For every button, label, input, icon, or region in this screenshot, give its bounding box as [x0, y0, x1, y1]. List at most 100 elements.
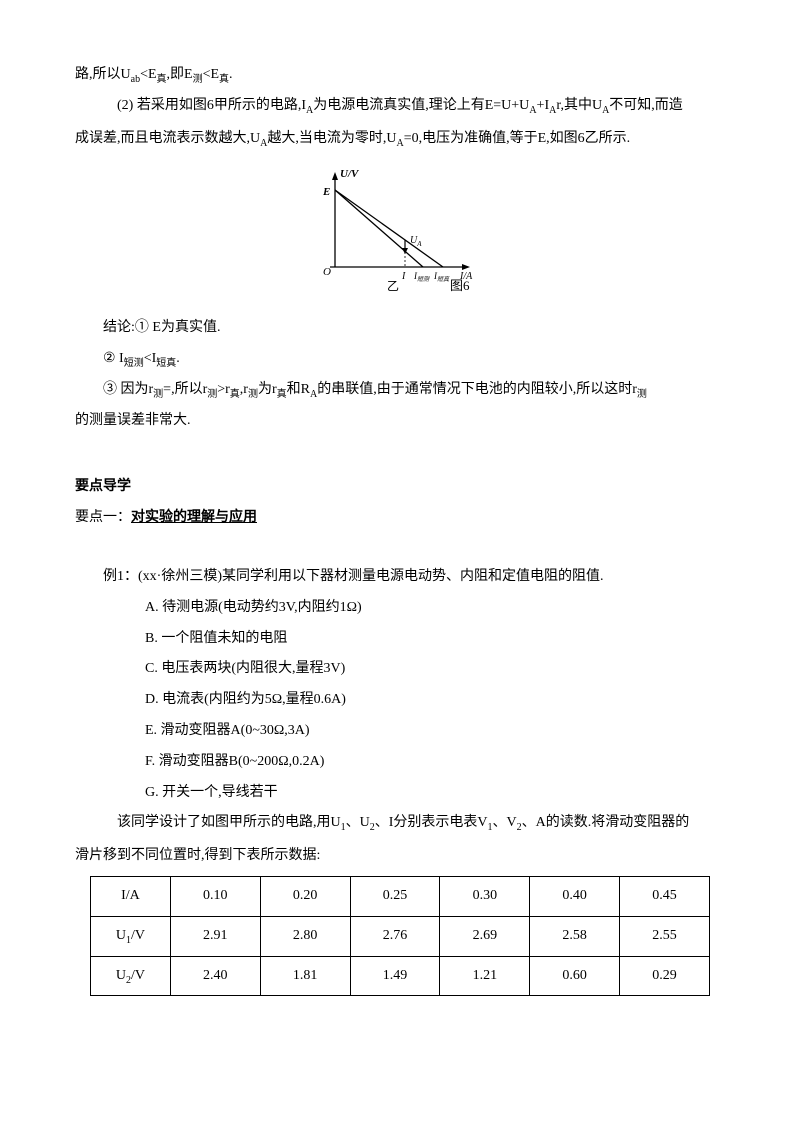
text: 不可知,而造 [609, 98, 683, 113]
ua-label: UA [410, 235, 422, 248]
conclusion: 结论:① E为真实值. [75, 313, 725, 344]
text: =,所以r [163, 382, 207, 397]
item-3: ③ 因为r测=,所以r测>r真,r测为r真和RA的串联值,由于通常情况下电池的内… [75, 375, 725, 406]
sub: 测 [153, 389, 163, 400]
sub: A [396, 137, 403, 148]
text: ,r [240, 382, 248, 397]
opt-c: C. 电压表两块(内阻很大,量程3V) [75, 654, 725, 685]
paragraph-2b: 成误差,而且电流表示数越大,UA越大,当电流为零时,UA=0,电压为准确值,等于… [75, 124, 725, 155]
tail-para: 该同学设计了如图甲所示的电路,用U1、U2、I分别表示电表V1、V2、A的读数.… [75, 808, 725, 839]
sub: A [529, 105, 536, 116]
text: U [116, 968, 126, 983]
section-title-text: 对实验的理解与应用 [131, 510, 257, 525]
text: 成误差,而且电流表示数越大,U [75, 131, 260, 146]
text: 越大,当电流为零时,U [267, 131, 396, 146]
sub: ab [131, 74, 140, 85]
E-label: E [322, 186, 330, 198]
text: =0,电压为准确值,等于E,如图6乙所示. [404, 131, 630, 146]
section-sub: 要点一：对实验的理解与应用 [75, 503, 725, 534]
text: 例1：(xx·徐州三模)某同学利用以下器材测量电源电动势、内阻和定值电阻的阻值. [103, 569, 603, 584]
text: 、U [346, 815, 370, 830]
sub: 真 [157, 74, 167, 85]
table-row: U2/V 2.40 1.81 1.49 1.21 0.60 0.29 [91, 956, 710, 996]
text: <E [140, 67, 156, 82]
cell: 0.10 [170, 876, 260, 916]
text: U [116, 928, 126, 943]
text: 结论:① E为真实值. [103, 320, 220, 335]
cell: 2.91 [170, 916, 260, 956]
text: 、I分别表示电表V [375, 815, 488, 830]
data-table: I/A 0.10 0.20 0.25 0.30 0.40 0.45 U1/V 2… [90, 876, 710, 996]
opt-b: B. 一个阻值未知的电阻 [75, 624, 725, 655]
tail-para-2: 滑片移到不同位置时,得到下表所示数据: [75, 841, 725, 872]
cell-h1: I/A [91, 876, 171, 916]
cell: 2.58 [530, 916, 620, 956]
figure-6: U/V E UA O I I短测 I短真 I/A 乙 图6 [75, 162, 725, 305]
cell: 0.45 [620, 876, 710, 916]
line-fragment: 路,所以Uab<E真,即E测<E真. [75, 60, 725, 91]
text: <I [144, 351, 157, 366]
Izhen-label: I短真 [433, 271, 450, 283]
cell: 0.29 [620, 956, 710, 996]
text: 要点一： [75, 510, 131, 525]
cell: 2.40 [170, 956, 260, 996]
sub: 真 [230, 389, 240, 400]
yi-label: 乙 [387, 279, 399, 292]
sub: 短测 [124, 358, 144, 369]
I-label: I [401, 271, 406, 282]
sub: 短真 [156, 358, 176, 369]
Ice-label: I短测 [413, 271, 430, 283]
text: 、A的读数.将滑动变阻器的 [522, 815, 690, 830]
text: /V [131, 968, 145, 983]
cell: 2.76 [350, 916, 440, 956]
ylabel: U/V [340, 168, 360, 180]
cell-h3: U2/V [91, 956, 171, 996]
text: . [176, 351, 180, 366]
cell: 0.40 [530, 876, 620, 916]
cell: 2.80 [260, 916, 350, 956]
text: r,其中U [556, 98, 602, 113]
sub: 测 [637, 389, 647, 400]
cell: 2.55 [620, 916, 710, 956]
text: 和R [287, 382, 310, 397]
cell: 1.21 [440, 956, 530, 996]
cell: 1.81 [260, 956, 350, 996]
text: ,即E [167, 67, 193, 82]
sub: 真 [277, 389, 287, 400]
cell: 1.49 [350, 956, 440, 996]
table-row: I/A 0.10 0.20 0.25 0.30 0.40 0.45 [91, 876, 710, 916]
section-heading: 要点导学 [75, 472, 725, 503]
text: 的串联值,由于通常情况下电池的内阻较小,所以这时r [317, 382, 637, 397]
sub: 真 [219, 74, 229, 85]
text: 为r [258, 382, 277, 397]
O-label: O [323, 266, 331, 278]
caption: 图6 [450, 278, 470, 292]
cell: 0.20 [260, 876, 350, 916]
opt-e: E. 滑动变阻器A(0~30Ω,3A) [75, 716, 725, 747]
sub: 测 [193, 74, 203, 85]
opt-g: G. 开关一个,导线若干 [75, 778, 725, 809]
text: (2) 若采用如图6甲所示的电路,I [117, 98, 306, 113]
cell: 0.60 [530, 956, 620, 996]
item-2: ② I短测<I短真. [75, 344, 725, 375]
text: ③ 因为r [103, 382, 153, 397]
item-3b: 的测量误差非常大. [75, 406, 725, 437]
text: >r [217, 382, 230, 397]
sub: 测 [207, 389, 217, 400]
paragraph-2: (2) 若采用如图6甲所示的电路,IA为电源电流真实值,理论上有E=U+UA+I… [75, 91, 725, 122]
graph-svg: U/V E UA O I I短测 I短真 I/A 乙 图6 [305, 162, 495, 292]
sub: 测 [248, 389, 258, 400]
example-1: 例1：(xx·徐州三模)某同学利用以下器材测量电源电动势、内阻和定值电阻的阻值. [75, 562, 725, 593]
text: +I [537, 98, 550, 113]
table-row: U1/V 2.91 2.80 2.76 2.69 2.58 2.55 [91, 916, 710, 956]
text: 路,所以U [75, 67, 131, 82]
text: /V [131, 928, 145, 943]
cell: 0.25 [350, 876, 440, 916]
text: <E [203, 67, 219, 82]
text: ② I [103, 351, 124, 366]
cell: 0.30 [440, 876, 530, 916]
text: 为电源电流真实值,理论上有E=U+U [313, 98, 529, 113]
cell-h2: U1/V [91, 916, 171, 956]
text: 的测量误差非常大. [75, 413, 191, 428]
opt-d: D. 电流表(内阻约为5Ω,量程0.6A) [75, 685, 725, 716]
